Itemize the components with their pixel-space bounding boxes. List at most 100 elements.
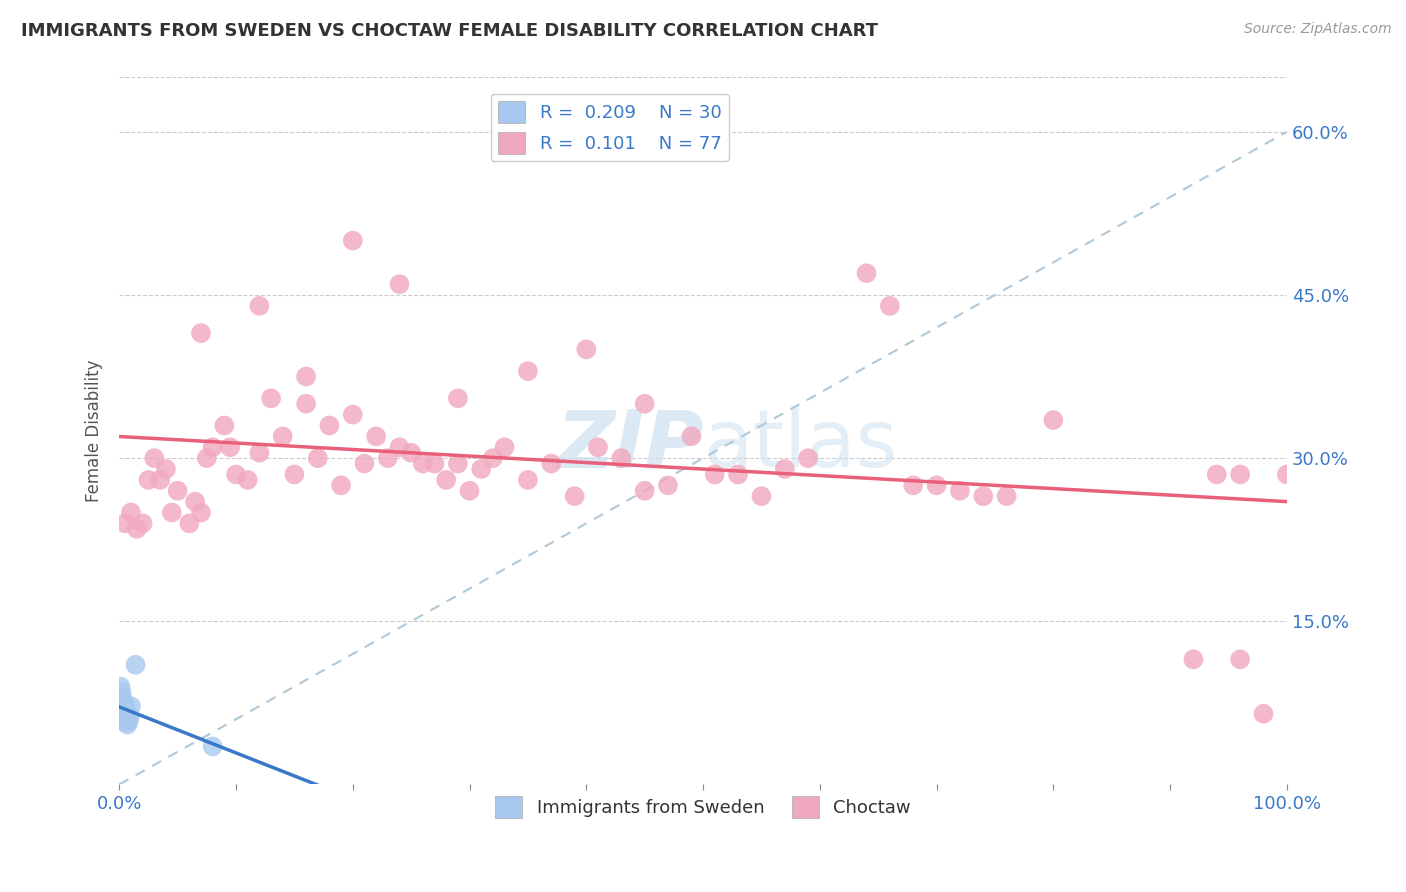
Point xyxy=(516,364,538,378)
Point xyxy=(117,717,139,731)
Point xyxy=(225,467,247,482)
Point xyxy=(972,489,994,503)
Point xyxy=(434,473,457,487)
Point xyxy=(112,710,135,724)
Point xyxy=(114,710,136,724)
Point xyxy=(447,457,470,471)
Point xyxy=(247,299,270,313)
Point xyxy=(166,483,188,498)
Point xyxy=(388,440,411,454)
Point xyxy=(190,326,212,340)
Point xyxy=(1182,652,1205,666)
Point xyxy=(110,690,132,705)
Point xyxy=(564,489,586,503)
Point xyxy=(295,397,318,411)
Point xyxy=(138,473,160,487)
Point xyxy=(657,478,679,492)
Point xyxy=(949,483,972,498)
Point xyxy=(195,451,218,466)
Point xyxy=(307,451,329,466)
Point xyxy=(703,467,725,482)
Point xyxy=(114,516,136,531)
Point xyxy=(111,709,134,723)
Point xyxy=(925,478,948,492)
Point xyxy=(131,516,153,531)
Point xyxy=(855,266,877,280)
Point xyxy=(120,506,142,520)
Point xyxy=(283,467,305,482)
Point xyxy=(110,685,132,699)
Point xyxy=(470,462,492,476)
Point xyxy=(201,739,224,754)
Point xyxy=(586,440,609,454)
Point xyxy=(184,494,207,508)
Point xyxy=(120,699,142,714)
Point xyxy=(412,457,434,471)
Text: ZIP: ZIP xyxy=(555,406,703,484)
Point xyxy=(111,712,134,726)
Legend: Immigrants from Sweden, Choctaw: Immigrants from Sweden, Choctaw xyxy=(488,789,918,825)
Point xyxy=(118,710,141,724)
Point xyxy=(114,714,136,729)
Point xyxy=(1229,467,1251,482)
Point xyxy=(751,489,773,503)
Point xyxy=(773,462,796,476)
Point xyxy=(125,522,148,536)
Point xyxy=(995,489,1018,503)
Point xyxy=(1253,706,1275,721)
Point xyxy=(179,516,201,531)
Point xyxy=(610,451,633,466)
Y-axis label: Female Disability: Female Disability xyxy=(86,359,103,502)
Text: atlas: atlas xyxy=(703,406,897,484)
Point xyxy=(447,392,470,406)
Point xyxy=(1042,413,1064,427)
Point xyxy=(388,277,411,291)
Point xyxy=(247,445,270,459)
Text: IMMIGRANTS FROM SWEDEN VS CHOCTAW FEMALE DISABILITY CORRELATION CHART: IMMIGRANTS FROM SWEDEN VS CHOCTAW FEMALE… xyxy=(21,22,879,40)
Point xyxy=(110,706,132,721)
Point xyxy=(516,473,538,487)
Point xyxy=(634,397,657,411)
Point xyxy=(540,457,562,471)
Point xyxy=(797,451,820,466)
Point xyxy=(110,699,132,714)
Point xyxy=(366,429,388,443)
Point xyxy=(160,506,183,520)
Point xyxy=(115,703,138,717)
Point xyxy=(260,392,283,406)
Point xyxy=(110,692,132,706)
Point xyxy=(219,440,242,454)
Point xyxy=(143,451,166,466)
Point xyxy=(318,418,340,433)
Point xyxy=(575,343,598,357)
Point xyxy=(110,680,132,694)
Point xyxy=(115,712,138,726)
Point xyxy=(117,706,139,721)
Point xyxy=(112,701,135,715)
Point xyxy=(149,473,172,487)
Point xyxy=(295,369,318,384)
Text: Source: ZipAtlas.com: Source: ZipAtlas.com xyxy=(1244,22,1392,37)
Point xyxy=(111,703,134,717)
Point xyxy=(903,478,925,492)
Point xyxy=(342,234,364,248)
Point xyxy=(353,457,375,471)
Point xyxy=(458,483,481,498)
Point xyxy=(271,429,294,443)
Point xyxy=(201,440,224,454)
Point xyxy=(482,451,505,466)
Point xyxy=(114,706,136,720)
Point xyxy=(112,714,135,729)
Point xyxy=(634,483,657,498)
Point xyxy=(124,657,146,672)
Point xyxy=(155,462,177,476)
Point xyxy=(236,473,259,487)
Point xyxy=(111,692,134,706)
Point xyxy=(399,445,422,459)
Point xyxy=(112,706,135,720)
Point xyxy=(423,457,446,471)
Point xyxy=(214,418,236,433)
Point xyxy=(1205,467,1227,482)
Point xyxy=(1275,467,1298,482)
Point xyxy=(190,506,212,520)
